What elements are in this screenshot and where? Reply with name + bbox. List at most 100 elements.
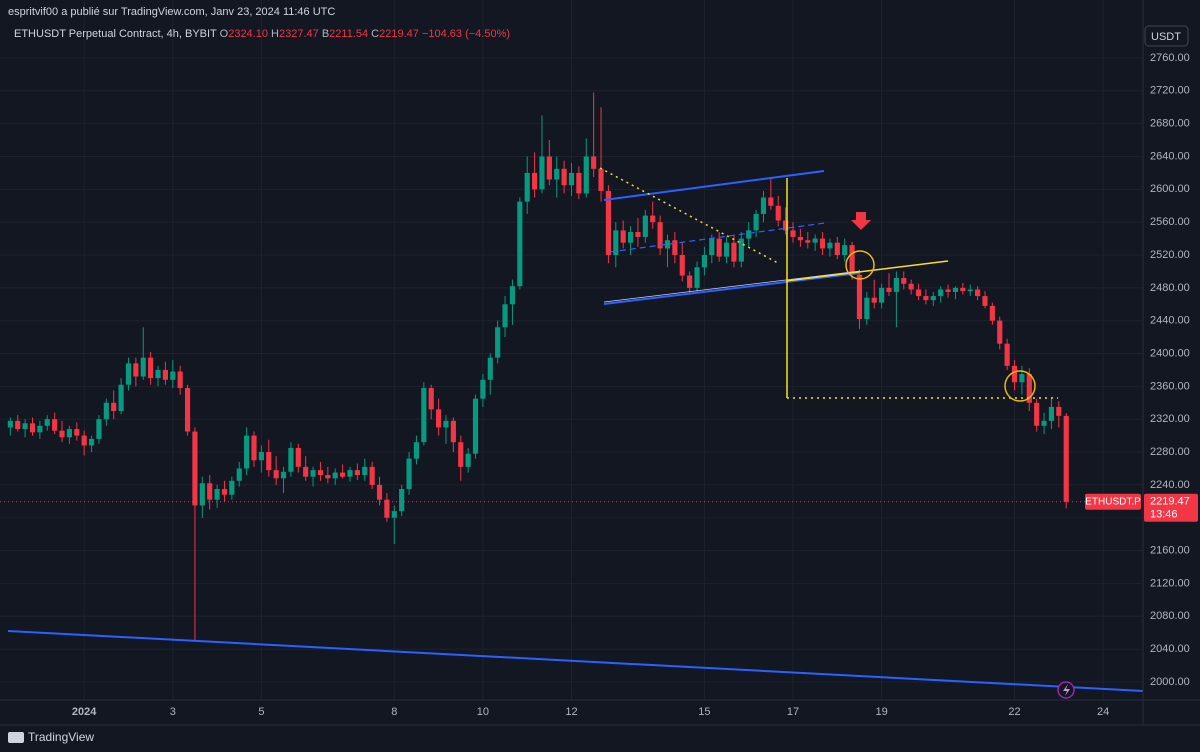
y-tick-label: 2080.00 <box>1150 610 1190 622</box>
channel-inner <box>603 270 861 303</box>
candle-body <box>709 238 715 256</box>
legend-change: −104.63 (−4.50%) <box>422 28 510 40</box>
candle-body <box>406 458 412 489</box>
candle-body <box>229 480 235 495</box>
circle-marker <box>1004 370 1036 402</box>
candle-body <box>258 452 264 461</box>
candle-body <box>428 388 434 410</box>
axes: 2000.002040.002080.002120.002160.002200.… <box>72 52 1190 718</box>
x-tick-label: 8 <box>391 706 397 718</box>
y-tick-label: 2720.00 <box>1150 85 1190 97</box>
legend-key: O <box>220 28 229 40</box>
candle-body <box>7 420 13 428</box>
candle-body <box>679 255 685 276</box>
trend-line <box>7 630 1144 692</box>
currency[interactable]: USDT <box>1151 31 1181 43</box>
candle-body <box>546 156 552 180</box>
candle-body <box>443 420 449 428</box>
candle-body <box>908 283 914 290</box>
candle-body <box>81 435 87 446</box>
price-tag <box>1144 493 1198 522</box>
candle-body <box>1041 420 1047 426</box>
down-arrow <box>851 212 871 230</box>
candle-body <box>266 452 272 471</box>
legend-value: 2324.10 <box>228 28 268 40</box>
candle-body <box>317 470 324 476</box>
x-tick-label: 5 <box>258 706 264 718</box>
candle-body <box>450 420 456 443</box>
candle-body <box>613 230 619 256</box>
candle-body <box>487 357 493 380</box>
candle-body <box>997 320 1003 344</box>
channel-mid <box>609 222 826 253</box>
candle-body <box>52 419 58 431</box>
candle-body <box>975 289 981 297</box>
candle-body <box>236 468 242 481</box>
candle-body <box>723 242 730 257</box>
candle-body <box>967 289 973 292</box>
candle-body <box>716 238 722 257</box>
candle-body <box>133 363 139 377</box>
candle-body <box>687 275 693 288</box>
candle-body <box>192 431 198 506</box>
candle-body <box>295 447 301 467</box>
candle-body <box>66 429 72 438</box>
candle-body <box>783 220 789 231</box>
y-tick-label: 2160.00 <box>1150 544 1190 556</box>
symbol: ETHUSDT Perpetual Contract, 4h, BYBIT <box>14 28 217 40</box>
y-tick-label: 2040.00 <box>1150 643 1190 655</box>
yellow-dotted <box>599 167 779 264</box>
y-tick-label: 2320.00 <box>1150 413 1190 425</box>
channel-bottom <box>603 272 861 305</box>
x-tick-label: 22 <box>1008 706 1020 718</box>
candle-body <box>214 488 220 500</box>
candle-body <box>29 423 36 433</box>
candle-body <box>842 245 848 256</box>
candle-body <box>199 483 205 506</box>
candle-body <box>472 398 479 454</box>
candle-body <box>310 470 316 477</box>
candle-body <box>517 201 523 287</box>
candle-body <box>746 230 752 239</box>
candle-body <box>790 230 796 237</box>
published-note: espritvif00 a publié sur TradingView.com… <box>8 6 335 18</box>
candle-body <box>672 240 678 256</box>
candle-body <box>221 488 228 495</box>
candle-body <box>495 327 501 358</box>
symbol-tag <box>1085 493 1141 510</box>
candle-body <box>982 296 988 306</box>
candles <box>0 92 1143 641</box>
x-tick-label: 2024 <box>72 706 97 718</box>
y-tick-label: 2480.00 <box>1150 282 1190 294</box>
channel-top <box>603 170 825 201</box>
candle-body <box>930 296 936 301</box>
candle-body <box>591 156 597 169</box>
candle-body <box>22 423 28 430</box>
currency-box[interactable] <box>1144 25 1189 47</box>
candle-body <box>384 499 390 518</box>
candle-body <box>207 483 213 500</box>
candle-body <box>74 429 80 436</box>
candle-body <box>251 435 257 461</box>
candle-body <box>753 213 759 231</box>
candle-body <box>325 475 331 479</box>
x-tick-label: 15 <box>698 706 710 718</box>
candle-body <box>583 156 589 194</box>
price-axis <box>1143 0 1200 725</box>
x-tick-label: 3 <box>170 706 176 718</box>
legend-value: 2327.47 <box>279 28 319 40</box>
candle-body <box>1004 343 1010 366</box>
candle-body <box>856 274 863 320</box>
candle-body <box>812 238 818 243</box>
candle-body <box>369 466 375 485</box>
candle-body <box>1019 374 1025 383</box>
candle-body <box>458 442 464 467</box>
candle-body <box>1056 406 1062 416</box>
y-tick-label: 2520.00 <box>1150 249 1190 261</box>
candle-body <box>413 442 420 459</box>
y-tick-label: 2280.00 <box>1150 446 1190 458</box>
